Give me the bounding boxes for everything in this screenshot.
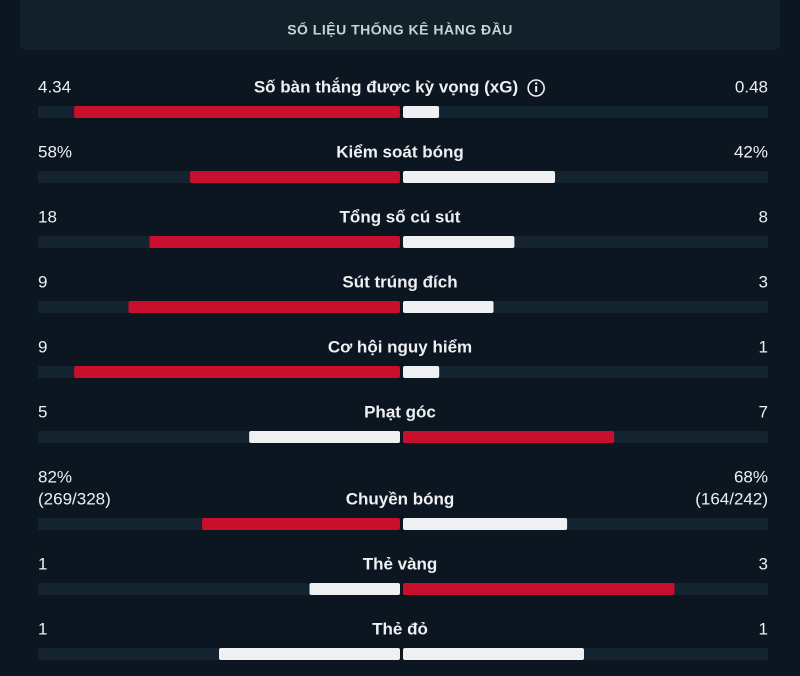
away-value: 1 [759,337,768,356]
stat-name: Tổng số cú sút [340,207,461,226]
away-value: 3 [759,272,768,291]
home-value: 58% [38,142,72,161]
home-bar [74,106,400,118]
away-bar [403,518,568,530]
away-bar [403,366,440,378]
away-bar [403,648,584,660]
header-box [20,0,780,50]
stat-name: Sút trúng đích [342,272,457,291]
header-title: SỐ LIỆU THỐNG KÊ HÀNG ĐẦU [287,21,513,38]
home-bar [202,518,400,530]
home-value: 9 [38,337,47,356]
info-icon-stem [535,86,538,92]
home-value: 9 [38,272,47,291]
away-value: 42% [734,142,768,161]
stat-name: Cơ hội nguy hiểm [328,337,472,356]
stat-name: Thẻ vàng [363,554,438,573]
away-bar [403,236,515,248]
home-value: 4.34 [38,77,71,96]
away-value: 3 [759,554,768,573]
away-value: 1 [759,619,768,638]
home-bar [128,301,400,313]
home-value: 1 [38,554,47,573]
away-bar [403,106,440,118]
home-detail: (269/328) [38,489,111,508]
info-icon-dot [534,82,538,85]
bar-track [403,301,768,313]
bar-track [403,366,768,378]
home-bar [190,171,400,183]
away-value: 7 [759,402,768,421]
home-bar [219,648,400,660]
home-bar [74,366,400,378]
away-bar [403,301,494,313]
away-bar [403,583,675,595]
away-bar [403,171,556,183]
stat-name: Kiểm soát bóng [336,142,464,161]
info-icon [527,79,545,97]
stat-name: Số bàn thắng được kỳ vọng (xG) [254,77,518,96]
home-value: 18 [38,207,57,226]
bar-track [403,106,768,118]
home-value: 5 [38,402,47,421]
away-bar [403,431,615,443]
home-bar [309,583,400,595]
away-value: 8 [759,207,768,226]
home-bar [149,236,400,248]
home-bar [249,431,400,443]
home-value: 1 [38,619,47,638]
stat-name: Phạt góc [364,402,436,421]
away-value: 0.48 [735,77,768,96]
away-value: 68% [734,467,768,486]
home-value: 82% [38,467,72,486]
stat-name: Chuyền bóng [346,489,455,508]
away-detail: (164/242) [695,489,768,508]
stat-name: Thẻ đỏ [372,619,428,638]
